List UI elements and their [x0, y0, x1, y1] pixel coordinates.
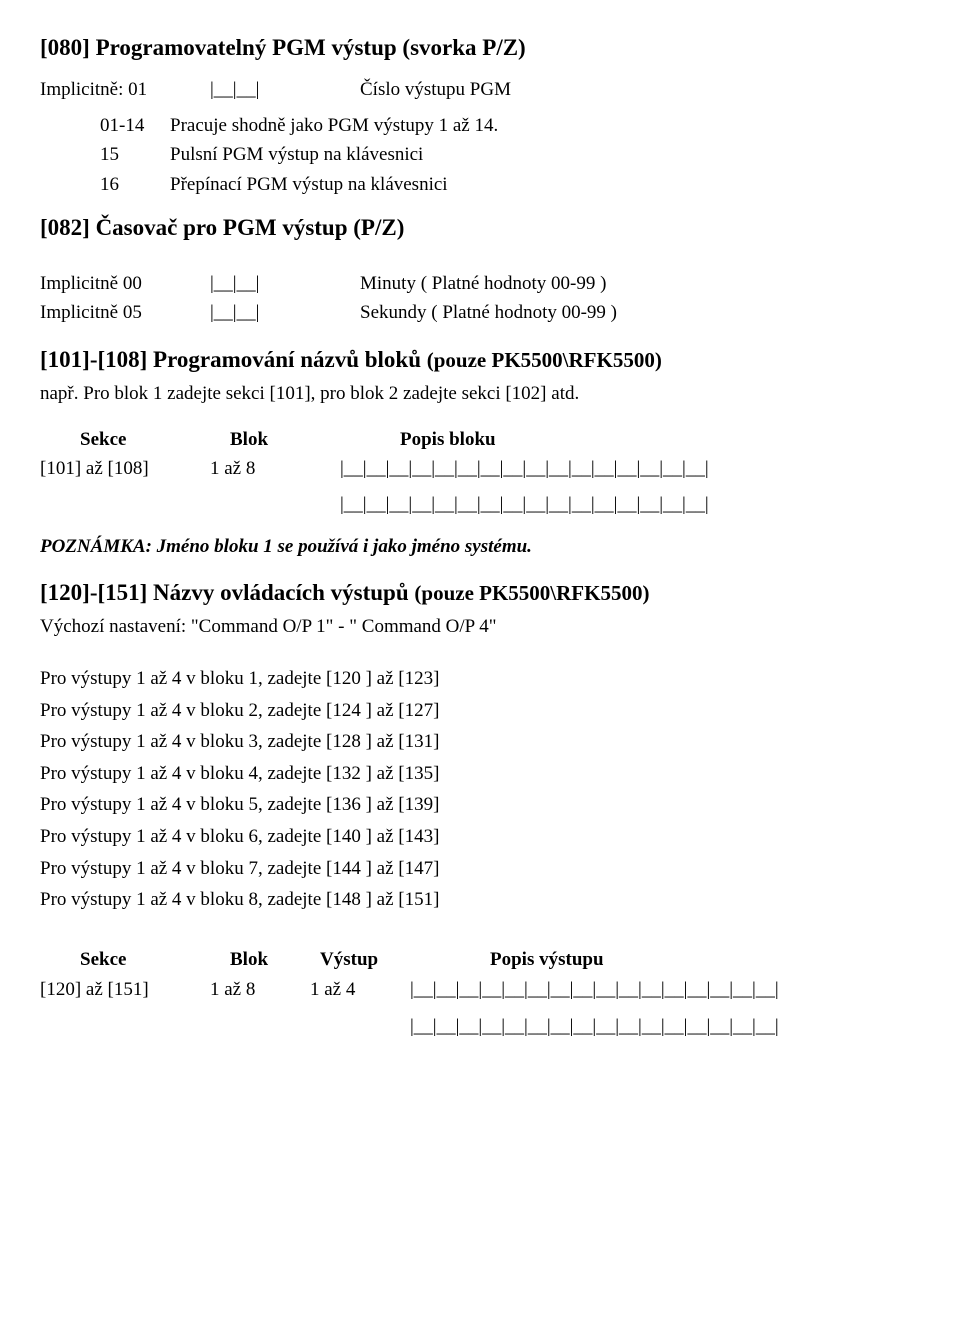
impl-label-082-1: Implicitně 05 [40, 300, 210, 326]
row-text: Pracuje shodně jako PGM výstupy 1 až 14. [170, 113, 498, 139]
tbl2-h3: Výstup [320, 947, 490, 973]
section-101-subline: např. Pro blok 1 zadejte sekci [101], pr… [40, 381, 920, 407]
row-num: 15 [100, 142, 170, 168]
line-120-0: Pro výstupy 1 až 4 v bloku 1, zadejte [1… [40, 666, 920, 692]
section-120-subline: Výchozí nastavení: "Command O/P 1" - " C… [40, 614, 920, 640]
tbl-blanks-1: |__|__|__|__|__|__|__|__|__|__|__|__|__|… [340, 456, 709, 482]
row-text: Pulsní PGM výstup na klávesnici [170, 142, 423, 168]
row-num: 16 [100, 172, 170, 198]
row-num: 01-14 [100, 113, 170, 139]
section-120-heading-a: [120]-[151] Názvy ovládacích výstupů [40, 580, 414, 605]
section-101-heading-a: [101]-[108] Programování názvů bloků [40, 347, 427, 372]
impl-label-082-0: Implicitně 00 [40, 271, 210, 297]
line-120-4: Pro výstupy 1 až 4 v bloku 5, zadejte [1… [40, 792, 920, 818]
tbl2-blanks-2: |__|__|__|__|__|__|__|__|__|__|__|__|__|… [410, 1014, 779, 1040]
impl-label-080: Implicitně: 01 [40, 77, 210, 103]
tbl2-c2: 1 až 8 [210, 977, 310, 1003]
section-101-heading-b: (pouze PK5500\RFK5500) [427, 348, 662, 372]
tbl2-c1: [120] až [151] [40, 977, 210, 1003]
section-080-heading: [080] Programovatelný PGM výstup (svorka… [40, 32, 920, 63]
tbl-c2: 1 až 8 [210, 456, 340, 482]
tbl2-c3: 1 až 4 [310, 977, 410, 1003]
impl-blanks-082-1: |__|__| [210, 300, 360, 326]
tbl-h3: Popis bloku [400, 427, 496, 453]
tbl-h1: Sekce [80, 427, 230, 453]
line-120-6: Pro výstupy 1 až 4 v bloku 7, zadejte [1… [40, 856, 920, 882]
section-120-heading-b: (pouze PK5500\RFK5500) [414, 581, 649, 605]
tbl-h2: Blok [230, 427, 400, 453]
impl-blanks-082-0: |__|__| [210, 271, 360, 297]
line-120-5: Pro výstupy 1 až 4 v bloku 6, zadejte [1… [40, 824, 920, 850]
note-101: POZNÁMKA: Jméno bloku 1 se používá i jak… [40, 534, 920, 560]
impl-desc-082-1: Sekundy ( Platné hodnoty 00-99 ) [360, 300, 920, 326]
section-120-heading: [120]-[151] Názvy ovládacích výstupů (po… [40, 577, 920, 608]
impl-desc-082-0: Minuty ( Platné hodnoty 00-99 ) [360, 271, 920, 297]
tbl2-h2: Blok [230, 947, 320, 973]
impl-desc-080: Číslo výstupu PGM [360, 77, 920, 103]
impl-blanks-080: |__|__| [210, 77, 360, 103]
line-120-3: Pro výstupy 1 až 4 v bloku 4, zadejte [1… [40, 761, 920, 787]
tbl-c1: [101] až [108] [40, 456, 210, 482]
section-082-heading: [082] Časovač pro PGM výstup (P/Z) [40, 212, 920, 243]
section-101-heading: [101]-[108] Programování názvů bloků (po… [40, 344, 920, 375]
tbl-blanks-2: |__|__|__|__|__|__|__|__|__|__|__|__|__|… [340, 492, 709, 518]
line-120-2: Pro výstupy 1 až 4 v bloku 3, zadejte [1… [40, 729, 920, 755]
line-120-1: Pro výstupy 1 až 4 v bloku 2, zadejte [1… [40, 698, 920, 724]
tbl2-h1: Sekce [80, 947, 230, 973]
tbl2-h4: Popis výstupu [490, 947, 604, 973]
line-120-7: Pro výstupy 1 až 4 v bloku 8, zadejte [1… [40, 887, 920, 913]
tbl2-blanks-1: |__|__|__|__|__|__|__|__|__|__|__|__|__|… [410, 977, 779, 1003]
row-text: Přepínací PGM výstup na klávesnici [170, 172, 448, 198]
